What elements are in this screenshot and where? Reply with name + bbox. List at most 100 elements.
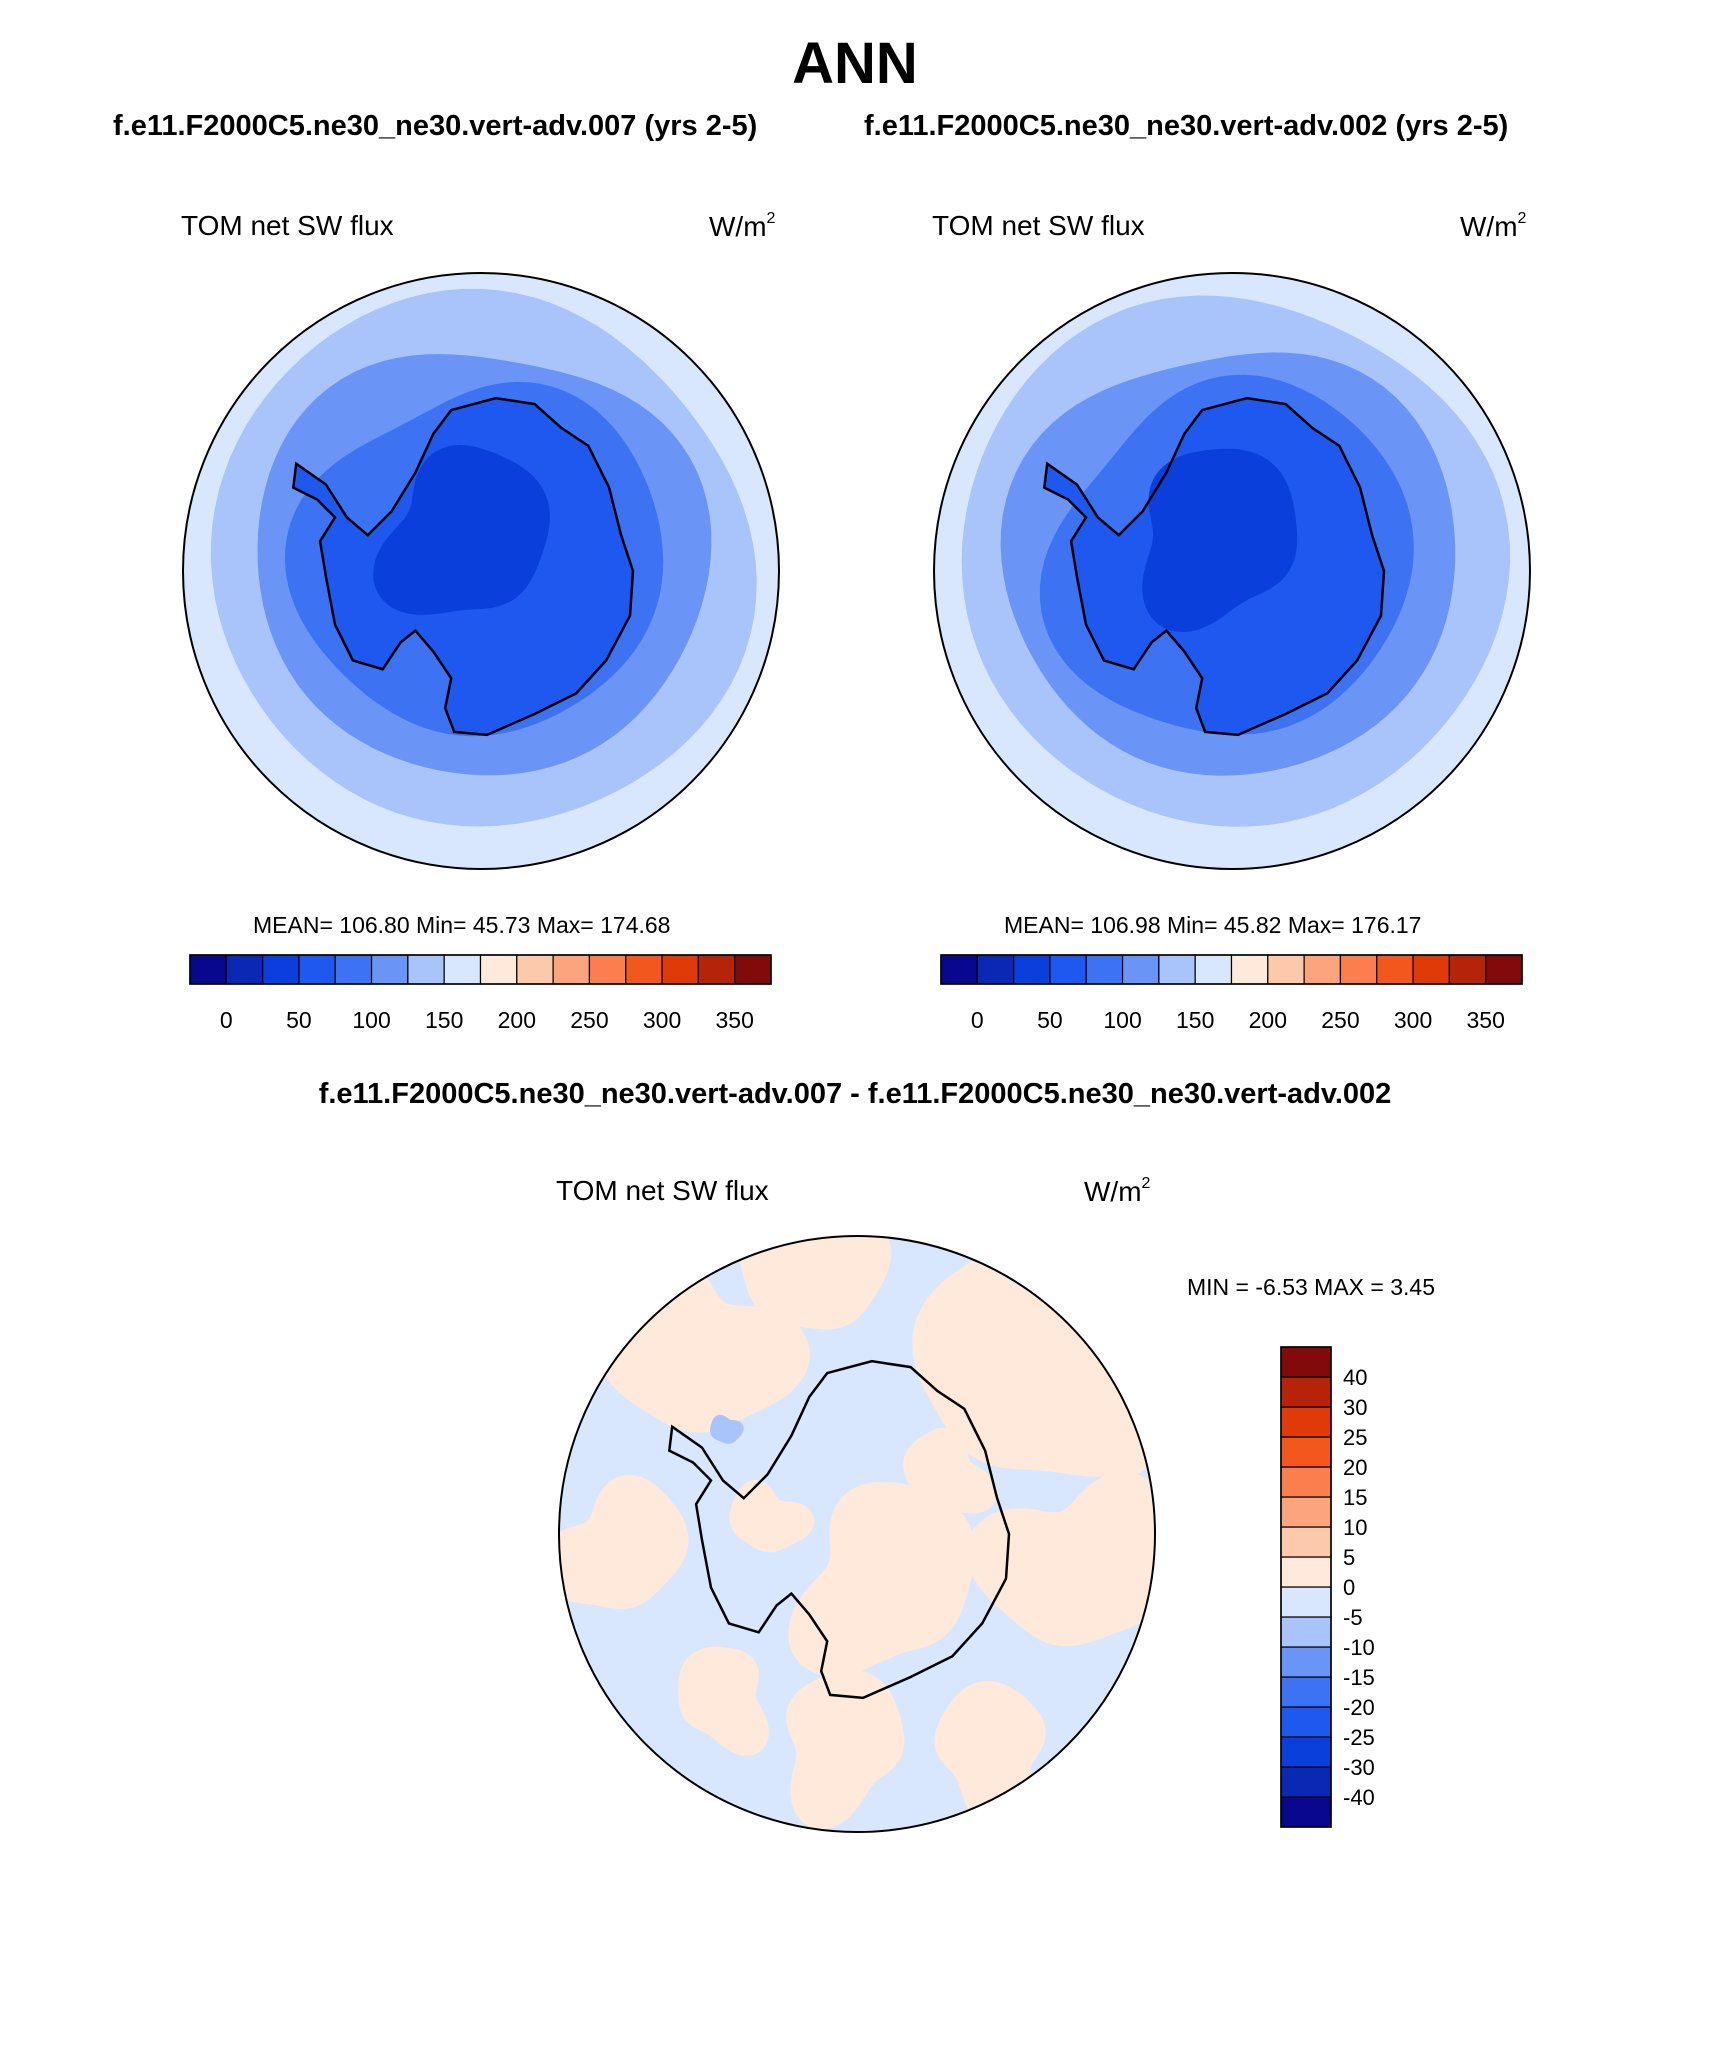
difference-map bbox=[558, 1235, 1156, 1833]
colorbar-box bbox=[443, 954, 482, 985]
control-stats: MEAN= 106.98 Min= 45.82 Max= 176.17 bbox=[1004, 912, 1422, 938]
colorbar-box bbox=[1280, 1376, 1332, 1408]
colorbar-frame bbox=[940, 954, 1523, 985]
colorbar-box bbox=[1339, 954, 1378, 985]
colorbar-tick-label: -20 bbox=[1343, 1695, 1375, 1720]
colorbar-box bbox=[697, 954, 736, 985]
colorbar-box bbox=[1194, 954, 1233, 985]
colorbar-tick-label: 0 bbox=[1343, 1575, 1355, 1600]
colorbar-box bbox=[625, 954, 663, 985]
control-units-label: W/m2 bbox=[1460, 210, 1527, 242]
field-band bbox=[966, 1472, 1155, 1647]
colorbar-box bbox=[1230, 954, 1269, 985]
colorbar-box bbox=[1013, 954, 1051, 985]
colorbar-box bbox=[1280, 1736, 1332, 1768]
colorbar-box bbox=[1280, 1466, 1332, 1498]
colorbar-tick-label: -40 bbox=[1343, 1785, 1375, 1810]
field-band bbox=[559, 1474, 689, 1609]
field-band bbox=[903, 1427, 998, 1514]
field-band bbox=[710, 1414, 744, 1444]
test-map bbox=[182, 272, 780, 870]
field-band bbox=[788, 1481, 975, 1677]
colorbar-tick-label: 15 bbox=[1343, 1485, 1367, 1510]
colorbar-tick-label: -5 bbox=[1343, 1605, 1363, 1630]
test-units-label: W/m2 bbox=[709, 210, 776, 242]
colorbar-box bbox=[1280, 1556, 1332, 1588]
colorbar-tick-label: 350 bbox=[716, 1007, 754, 1033]
difference-stats: MIN = -6.53 MAX = 3.45 bbox=[1187, 1274, 1436, 1300]
colorbar-tick-label: 0 bbox=[971, 1007, 984, 1033]
colorbar-tick-label: 200 bbox=[498, 1007, 536, 1033]
colorbar-box bbox=[1280, 1526, 1332, 1558]
colorbar-tick-label: -30 bbox=[1343, 1755, 1375, 1780]
colorbar-box bbox=[262, 954, 300, 985]
colorbar-box bbox=[479, 954, 518, 985]
colorbar-tick-label: 50 bbox=[286, 1007, 312, 1033]
colorbar-tick-label: 100 bbox=[1103, 1007, 1141, 1033]
colorbar-box bbox=[734, 954, 772, 985]
colorbar-tick-label: 250 bbox=[570, 1007, 608, 1033]
colorbar-tick-label: 300 bbox=[1394, 1007, 1432, 1033]
colorbar-box bbox=[1158, 954, 1196, 985]
colorbar-tick-label: 5 bbox=[1343, 1545, 1355, 1570]
colorbar-box bbox=[1280, 1706, 1332, 1738]
test-stats: MEAN= 106.80 Min= 45.73 Max= 174.68 bbox=[253, 912, 671, 938]
map-border bbox=[558, 1235, 1156, 1833]
control-variable-label: TOM net SW flux bbox=[932, 210, 1145, 241]
map-border bbox=[182, 272, 780, 870]
colorbar-box bbox=[1280, 1586, 1332, 1618]
colorbar-box bbox=[189, 954, 227, 985]
colorbar-box bbox=[552, 954, 591, 985]
colorbar-box bbox=[1280, 1646, 1332, 1678]
colorbar-box bbox=[334, 954, 373, 985]
colorbar-tick-label: 150 bbox=[1176, 1007, 1214, 1033]
difference-colorbar: 40 30 25 20 15 10 5 0 -5 -10 -15 -20 -25 -30 -40 bbox=[1280, 1346, 1375, 1828]
colorbar-tick-label: 50 bbox=[1037, 1007, 1063, 1033]
colorbar-box bbox=[940, 954, 978, 985]
colorbar-box bbox=[1280, 1496, 1332, 1528]
colorbar-box bbox=[1280, 1406, 1332, 1438]
field-band bbox=[729, 1479, 815, 1553]
colorbar-tick-label: 30 bbox=[1343, 1395, 1367, 1420]
colorbar-box bbox=[1085, 954, 1124, 985]
test-case-subtitle: f.e11.F2000C5.ne30_ne30.vert-adv.007 (yr… bbox=[113, 110, 758, 142]
colorbar-tick-label: 20 bbox=[1343, 1455, 1367, 1480]
colorbar-box bbox=[1448, 954, 1487, 985]
colorbar-box bbox=[1485, 954, 1523, 985]
colorbar-tick-label: 40 bbox=[1343, 1365, 1367, 1390]
colorbar-tick-label: 150 bbox=[425, 1007, 463, 1033]
colorbar-tick-label: 25 bbox=[1343, 1425, 1367, 1450]
coastline bbox=[291, 396, 635, 737]
colorbar-tick-label: -15 bbox=[1343, 1665, 1375, 1690]
colorbar-tick-label: 250 bbox=[1321, 1007, 1359, 1033]
coastline bbox=[667, 1359, 1011, 1700]
colorbar-frame bbox=[1280, 1346, 1332, 1828]
control-colorbar: 0 50 100 150 200 250 300 350 bbox=[940, 954, 1523, 1033]
colorbar-box bbox=[407, 954, 445, 985]
field-band bbox=[373, 445, 550, 615]
colorbar-tick-label: 200 bbox=[1249, 1007, 1287, 1033]
colorbar-box bbox=[661, 954, 699, 985]
coastline bbox=[1042, 396, 1386, 737]
colorbar-box bbox=[588, 954, 627, 985]
colorbar-box bbox=[298, 954, 336, 985]
control-case-subtitle: f.e11.F2000C5.ne30_ne30.vert-adv.002 (yr… bbox=[864, 110, 1509, 142]
control-map bbox=[933, 272, 1531, 870]
colorbar-box bbox=[976, 954, 1015, 985]
colorbar-tick-label: 10 bbox=[1343, 1515, 1367, 1540]
map-border bbox=[933, 272, 1531, 870]
colorbar-box bbox=[1049, 954, 1087, 985]
colorbar-box bbox=[1412, 954, 1450, 985]
colorbar-tick-label: 300 bbox=[643, 1007, 681, 1033]
difference-units-label: W/m2 bbox=[1084, 1175, 1151, 1207]
colorbar-tick-label: -10 bbox=[1343, 1635, 1375, 1660]
difference-subtitle: f.e11.F2000C5.ne30_ne30.vert-adv.007 - f… bbox=[318, 1078, 1392, 1110]
colorbar-box bbox=[516, 954, 554, 985]
difference-variable-label: TOM net SW flux bbox=[556, 1175, 769, 1206]
field-band bbox=[678, 1646, 769, 1756]
colorbar-box bbox=[370, 954, 409, 985]
colorbar-tick-label: 350 bbox=[1467, 1007, 1505, 1033]
colorbar-tick-label: 100 bbox=[352, 1007, 390, 1033]
test-colorbar: 0 50 100 150 200 250 300 350 bbox=[189, 954, 772, 1033]
